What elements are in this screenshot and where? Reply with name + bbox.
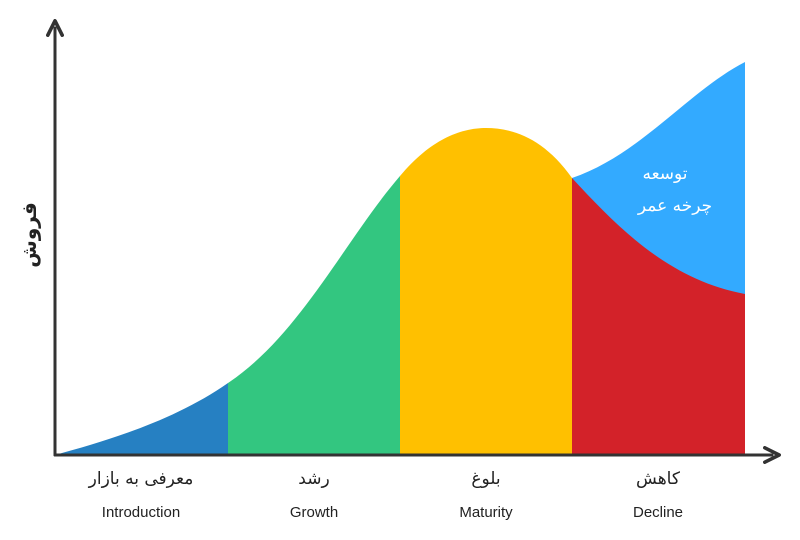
stage-label-fa-introduction: معرفی به بازار	[88, 469, 194, 489]
decline-area	[572, 178, 745, 455]
stage-label-en-maturity: Maturity	[459, 504, 513, 521]
stage-label-en-decline: Decline	[633, 504, 683, 521]
stage-label-fa-maturity: بلوغ	[471, 469, 500, 489]
maturity-area	[400, 128, 572, 455]
extension-label-line1: توسعه	[642, 164, 687, 184]
extension-label-line2: چرخه عمر	[637, 196, 712, 216]
stage-label-en-growth: Growth	[290, 504, 338, 521]
stage-label-fa-growth: رشد	[298, 469, 329, 489]
introduction-area	[55, 383, 228, 455]
y-axis-label: فروش	[17, 202, 41, 268]
stage-label-en-introduction: Introduction	[102, 504, 180, 521]
growth-area	[228, 176, 400, 455]
stage-label-fa-decline: کاهش	[636, 469, 681, 489]
